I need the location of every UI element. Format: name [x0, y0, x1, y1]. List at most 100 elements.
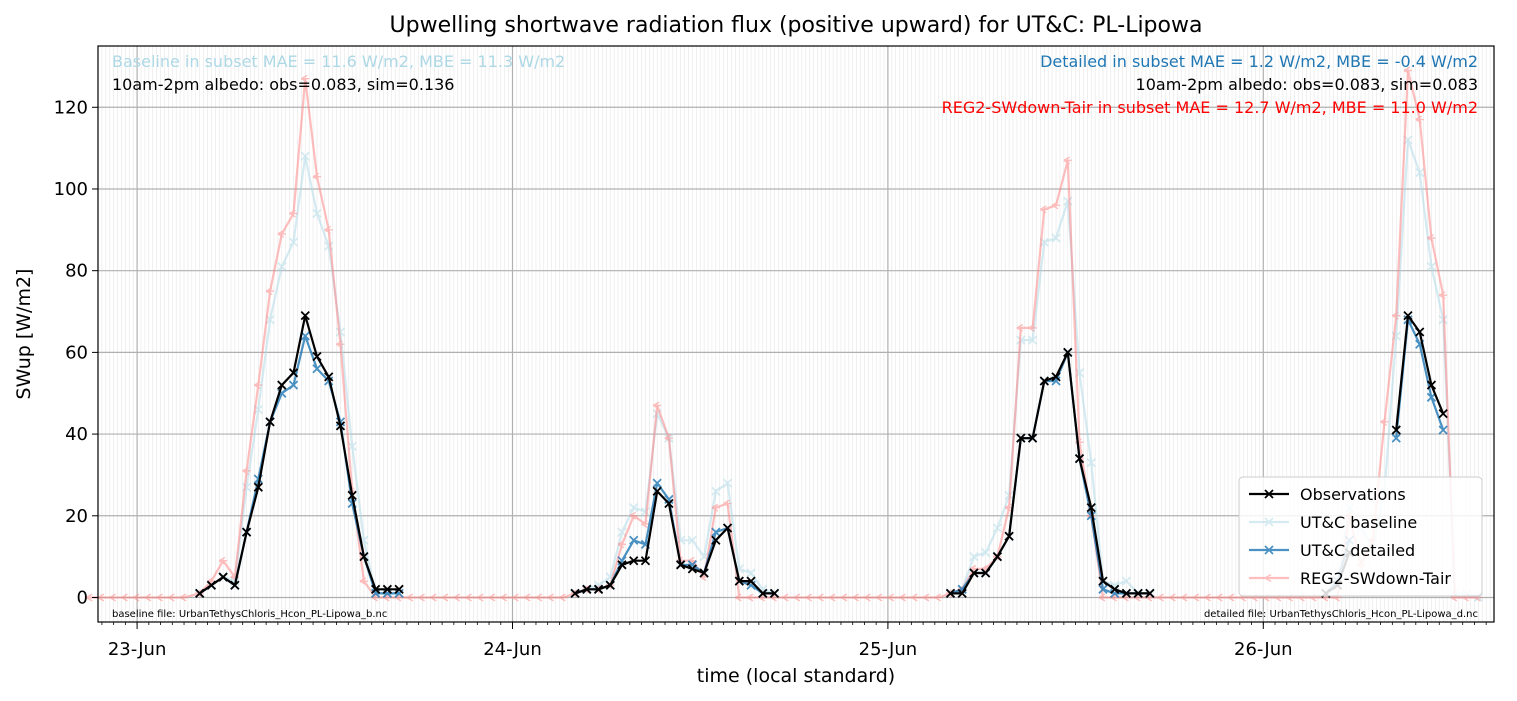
data-point-marker [617, 560, 627, 570]
data-point-marker [265, 417, 275, 427]
chart-title: Upwelling shortwave radiation flux (posi… [390, 13, 1203, 38]
data-point-marker [1438, 425, 1448, 435]
data-point-marker [899, 593, 908, 602]
data-point-marker [676, 560, 686, 570]
data-point-marker [969, 568, 979, 578]
data-point-marker [793, 593, 802, 602]
data-point-marker [1380, 417, 1389, 426]
data-point-marker [652, 401, 662, 410]
x-tick-label: 23-Jun [108, 639, 167, 660]
x-axis-title: time (local standard) [697, 665, 895, 687]
data-point-marker [300, 74, 310, 83]
series-line [950, 351, 1150, 595]
data-point-marker [370, 584, 381, 594]
legend-marker [1264, 545, 1274, 555]
data-point-marker [1391, 311, 1401, 320]
data-point-marker [1169, 593, 1178, 602]
data-point-marker [312, 351, 322, 362]
data-point-marker [359, 577, 368, 586]
data-point-marker [981, 547, 991, 558]
legend-label-1: UT&C baseline [1300, 513, 1417, 532]
data-point-marker [863, 593, 873, 602]
data-point-marker [535, 593, 544, 602]
data-point-marker [558, 593, 568, 602]
legend-label-0: Observations [1300, 485, 1406, 504]
data-point-marker [109, 593, 118, 602]
data-point-marker [969, 552, 979, 562]
data-point-marker [324, 372, 334, 382]
data-point-marker [441, 593, 451, 602]
data-point-marker [629, 502, 639, 513]
data-point-marker [957, 588, 967, 599]
data-point-marker [641, 519, 650, 528]
data-point-marker [121, 593, 130, 602]
data-point-marker [1121, 576, 1132, 586]
data-point-marker [722, 478, 733, 488]
data-point-marker [887, 593, 896, 602]
data-point-marker [1098, 584, 1108, 594]
data-point-marker [781, 593, 791, 602]
data-point-marker [1192, 593, 1201, 602]
legend-swatch-1 [1249, 517, 1289, 527]
data-point-marker [593, 584, 604, 594]
data-point-marker [1426, 392, 1437, 402]
data-point-marker [746, 593, 756, 602]
baseline-stats-annotation: Baseline in subset MAE = 11.6 W/m2, MBE … [112, 52, 565, 71]
legend-swatch-0 [1249, 489, 1289, 499]
data-point-marker [734, 576, 744, 586]
data-point-marker [1039, 205, 1049, 214]
data-point-marker [300, 151, 310, 161]
data-point-marker [1016, 323, 1025, 332]
data-point-marker [817, 593, 826, 602]
data-point-marker [1403, 66, 1412, 75]
data-point-marker [1110, 584, 1120, 594]
y-axis-title: SWup [W/m2] [13, 269, 35, 400]
data-point-marker [1145, 588, 1155, 599]
data-point-marker [734, 593, 744, 602]
data-point-marker [629, 511, 638, 520]
detailed-albedo-annotation: 10am-2pm albedo: obs=0.083, sim=0.083 [1136, 75, 1478, 94]
series-layer [85, 66, 1483, 603]
data-point-marker [253, 482, 263, 492]
data-point-marker [418, 593, 427, 602]
data-point-marker [617, 540, 626, 549]
data-point-marker [97, 593, 106, 602]
data-point-marker [1438, 291, 1448, 300]
data-point-marker [523, 593, 533, 602]
data-point-marker [277, 261, 287, 272]
legend-label-3: REG2-SWdown-Tair [1300, 569, 1451, 588]
data-point-marker [265, 287, 275, 296]
data-point-marker [664, 498, 674, 509]
data-point-marker [335, 421, 346, 431]
legend-marker [1264, 489, 1274, 499]
data-point-marker [1215, 593, 1225, 602]
data-point-marker [1121, 588, 1132, 599]
data-point-marker [875, 593, 885, 602]
series-line [574, 490, 775, 595]
data-point-marker [1403, 310, 1413, 321]
data-point-marker [711, 527, 721, 537]
data-point-marker [1391, 425, 1401, 435]
data-point-marker [312, 208, 322, 219]
data-point-marker [288, 237, 299, 247]
y-tick-label: 120 [54, 97, 88, 118]
data-point-marker [1016, 433, 1026, 443]
data-point-marker [723, 499, 732, 508]
data-point-marker [179, 593, 189, 602]
data-point-marker [1157, 593, 1166, 602]
data-point-marker [1063, 347, 1073, 358]
data-point-marker [195, 588, 205, 599]
legend-label-2: UT&C detailed [1300, 541, 1415, 560]
data-point-marker [312, 172, 321, 181]
data-point-marker [769, 588, 780, 599]
data-point-marker [288, 380, 299, 390]
data-point-marker [805, 593, 814, 602]
y-tick-label: 100 [54, 179, 88, 200]
data-point-marker [652, 486, 662, 496]
data-point-marker [1051, 372, 1061, 382]
data-point-marker [629, 556, 639, 566]
data-point-marker [241, 527, 252, 537]
data-point-marker [1391, 433, 1401, 443]
data-point-marker [981, 568, 991, 578]
